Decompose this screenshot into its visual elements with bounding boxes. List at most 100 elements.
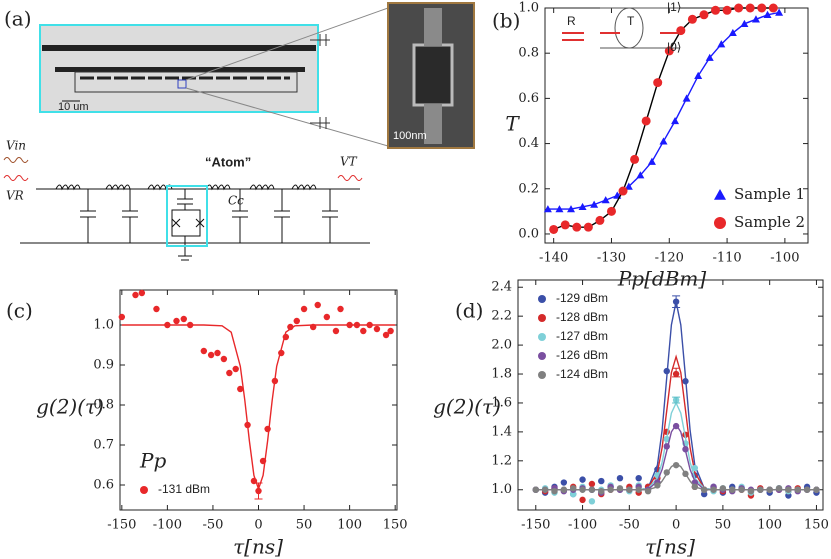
x-tick-label: 0: [672, 518, 680, 533]
error-bar: [672, 295, 681, 308]
y-tick-label: 2.4: [491, 280, 512, 295]
marker: [607, 486, 614, 493]
marker: [710, 486, 717, 493]
legend-label: -129 dBm: [556, 291, 608, 305]
x-tick-label: -150: [521, 518, 550, 533]
y-axis-label: g(2)(τ): [433, 395, 501, 419]
x-tick-label: -150: [107, 518, 136, 533]
panel-label: (b): [492, 9, 520, 33]
marker: [663, 469, 670, 476]
x-tick-label: -120: [655, 251, 684, 266]
marker: [794, 486, 801, 493]
x-tick-label: 100: [337, 518, 362, 533]
marker: [567, 205, 576, 213]
marker: [579, 476, 586, 483]
atom-box: [166, 185, 208, 247]
annotation: T: [627, 14, 635, 28]
marker: [694, 71, 703, 79]
legend-marker: [538, 314, 546, 322]
marker: [671, 116, 680, 125]
y-axis-label: g(2)(τ): [36, 395, 104, 419]
marker: [663, 367, 670, 375]
zoom-line: [185, 7, 389, 81]
annotation: |1⟩: [667, 0, 681, 14]
marker: [672, 422, 680, 430]
marker: [598, 477, 605, 485]
legend-title: Pp: [139, 449, 166, 473]
marker: [560, 479, 568, 486]
y-tick-label: 0.6: [518, 91, 539, 106]
x-tick-label: -100: [770, 251, 799, 266]
cc-label: Cc: [228, 194, 244, 208]
marker: [711, 5, 721, 15]
marker: [682, 446, 689, 453]
marker: [813, 486, 820, 493]
x-tick-label: 150: [804, 518, 829, 533]
marker: [722, 5, 732, 15]
y-tick-label: 0.9: [93, 358, 114, 373]
marker: [768, 3, 778, 13]
fit-line: [535, 354, 817, 491]
x-tick-label: -140: [539, 251, 568, 266]
marker: [237, 385, 244, 393]
marker: [728, 28, 737, 37]
marker: [691, 464, 699, 472]
x-axis-label: τ[ns]: [645, 535, 695, 559]
marker: [757, 486, 764, 493]
marker: [572, 222, 582, 232]
marker: [775, 8, 784, 16]
y-tick-label: 0.7: [93, 438, 114, 453]
lead: [424, 104, 442, 144]
circuit: [55, 184, 338, 261]
marker: [653, 78, 663, 88]
marker: [664, 46, 674, 56]
marker: [579, 486, 586, 493]
marker: [747, 487, 755, 495]
y-axis-label: T: [505, 112, 520, 136]
error-bar: [254, 482, 263, 500]
marker: [232, 365, 239, 373]
annotation: |0⟩: [667, 40, 681, 54]
marker: [588, 498, 596, 505]
marker: [636, 171, 645, 179]
resonator: [74, 71, 298, 93]
panel-label: (d): [455, 299, 483, 323]
marker: [555, 205, 564, 213]
legend-label: -128 dBm: [556, 310, 608, 324]
junction: [412, 43, 454, 107]
y-tick-label: 0.4: [518, 136, 539, 151]
marker: [373, 325, 381, 333]
legend-marker: [538, 295, 546, 303]
marker: [118, 313, 126, 321]
level-diagram: [600, 7, 680, 49]
marker: [579, 496, 586, 504]
legend-marker: [140, 486, 148, 494]
error-bar: [672, 396, 681, 404]
marker: [641, 116, 651, 126]
legend-label: -124 dBm: [556, 367, 608, 381]
marker: [626, 486, 633, 493]
marker: [314, 301, 321, 309]
marker: [630, 154, 640, 164]
marker: [663, 435, 670, 443]
marker: [717, 40, 726, 48]
x-tick-label: 100: [757, 518, 782, 533]
marker: [220, 355, 228, 363]
wave: [3, 175, 363, 181]
x-tick-label: -50: [619, 518, 640, 533]
marker: [691, 483, 699, 491]
marker: [601, 196, 610, 204]
marker: [624, 182, 633, 190]
y-tick-label: 2.2: [491, 309, 512, 324]
fit-line: [535, 423, 817, 491]
legend-label: -126 dBm: [556, 348, 608, 362]
input-wave: [3, 157, 29, 163]
marker: [337, 305, 344, 313]
marker: [635, 486, 642, 493]
x-tick-label: -100: [153, 518, 182, 533]
marker: [647, 157, 656, 165]
marker: [705, 53, 714, 61]
y-tick-label: 1.0: [491, 482, 512, 497]
error-bar: [672, 367, 681, 378]
marker: [360, 327, 367, 335]
